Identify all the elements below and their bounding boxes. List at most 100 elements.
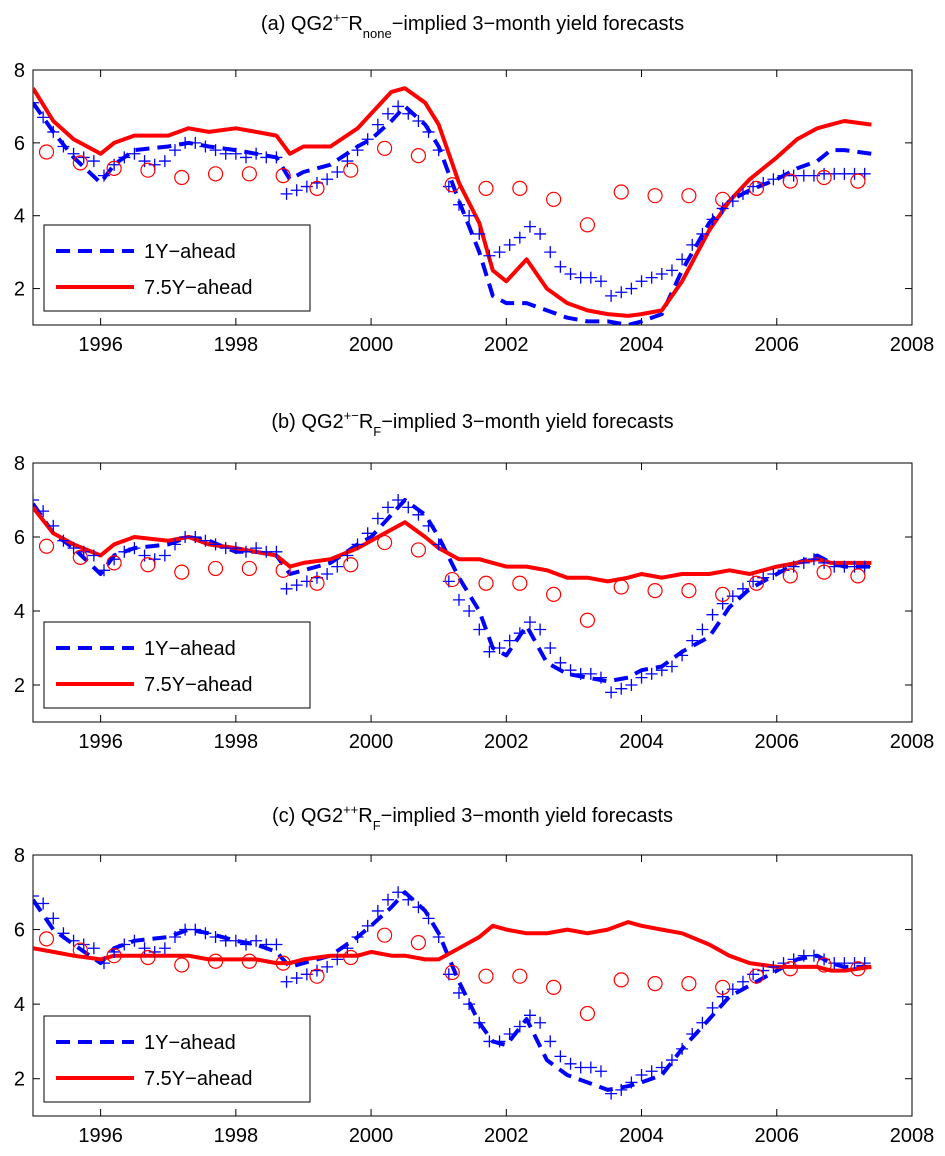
plus-marker [513, 1020, 526, 1033]
plus-marker [594, 275, 607, 288]
plus-marker [534, 227, 547, 240]
x-tick-label: 2004 [619, 731, 664, 753]
chart-title-part: −implied 3−month yield forecasts [381, 805, 673, 827]
plus-marker [422, 125, 435, 138]
plus-marker [270, 151, 283, 164]
circle-marker [613, 579, 629, 595]
plus-marker [665, 1054, 678, 1067]
plus-marker [168, 931, 181, 944]
circle-marker [38, 538, 55, 554]
plus-marker [97, 169, 110, 182]
x-tick-label: 2004 [619, 1125, 664, 1147]
plus-marker [290, 972, 303, 985]
plus-marker [615, 286, 628, 299]
plus-marker [87, 942, 100, 955]
plus-marker [645, 271, 658, 284]
plus-marker [168, 144, 181, 157]
plus-marker [736, 975, 749, 988]
circle-marker [546, 979, 562, 995]
plus-marker [280, 187, 293, 200]
plus-marker [706, 213, 719, 226]
circle-marker [174, 957, 190, 973]
plus-marker [797, 169, 810, 182]
plus-marker [544, 246, 557, 259]
plus-marker [351, 144, 364, 157]
chart-title-subscript: none [363, 26, 392, 41]
plus-marker [493, 642, 506, 654]
y-tick-label: 4 [14, 994, 25, 1016]
plus-marker [280, 582, 293, 595]
plus-marker [665, 264, 678, 277]
plus-marker [797, 949, 810, 962]
plus-marker [858, 560, 871, 573]
y-tick-label: 8 [14, 453, 25, 475]
plus-marker [290, 184, 303, 197]
plus-marker [726, 195, 739, 208]
plus-marker [544, 642, 557, 654]
plus-marker [594, 1065, 607, 1078]
circle-marker [715, 979, 731, 995]
circle-marker [72, 942, 88, 958]
plus-marker [696, 1016, 709, 1029]
plus-marker [605, 1087, 618, 1100]
plus-marker [726, 590, 739, 603]
plus-marker [483, 645, 496, 658]
circle-marker [72, 155, 88, 171]
circle-marker [343, 162, 359, 178]
circle-marker [782, 961, 798, 977]
plus-marker [676, 649, 689, 662]
circle-marker [72, 549, 88, 565]
plus-marker [483, 249, 496, 262]
x-tick-label: 1996 [78, 731, 123, 753]
x-tick-label: 2000 [349, 1125, 394, 1147]
plus-marker [250, 934, 263, 947]
plot-data [33, 886, 872, 1100]
plus-marker [209, 538, 222, 551]
circle-marker [681, 188, 697, 204]
plus-marker [838, 957, 851, 970]
x-tick-label: 1998 [214, 1125, 259, 1147]
plus-marker [635, 275, 648, 288]
plus-marker [392, 886, 405, 899]
plus-marker [189, 136, 202, 149]
plus-marker [706, 608, 719, 621]
plus-marker [381, 107, 394, 120]
plus-marker [473, 1016, 486, 1029]
plus-marker [138, 155, 151, 168]
circle-marker [546, 191, 562, 207]
x-tick-label: 1996 [78, 334, 123, 356]
plus-marker [361, 133, 374, 146]
plus-marker [168, 538, 181, 551]
plus-marker [645, 1065, 658, 1078]
plus-marker [574, 271, 587, 284]
circle-marker [207, 166, 224, 182]
plus-marker [229, 147, 242, 160]
plus-marker [108, 158, 121, 171]
y-tick-label: 4 [14, 206, 25, 228]
plus-marker [179, 923, 192, 936]
plus-marker [250, 147, 263, 160]
plus-marker [341, 942, 354, 955]
plus-marker [412, 508, 425, 521]
plus-marker [250, 542, 263, 555]
y-tick-label: 2 [14, 1069, 25, 1091]
plus-marker [290, 579, 303, 592]
plus-marker [422, 912, 435, 925]
plus-marker [493, 1035, 506, 1048]
circle-marker [782, 173, 798, 189]
plus-marker [625, 1076, 638, 1089]
plus-marker [57, 534, 70, 547]
plus-marker [523, 220, 536, 233]
circle-marker [613, 184, 629, 200]
circle-marker [816, 957, 832, 973]
plus-marker [87, 549, 100, 562]
x-tick-label: 2000 [349, 334, 394, 356]
plus-marker [513, 627, 526, 640]
plus-marker [503, 634, 516, 647]
plus-marker [351, 538, 364, 551]
circle-marker [38, 931, 55, 947]
plus-marker [199, 927, 212, 940]
plus-marker [422, 519, 435, 532]
plus-marker [584, 1061, 597, 1074]
